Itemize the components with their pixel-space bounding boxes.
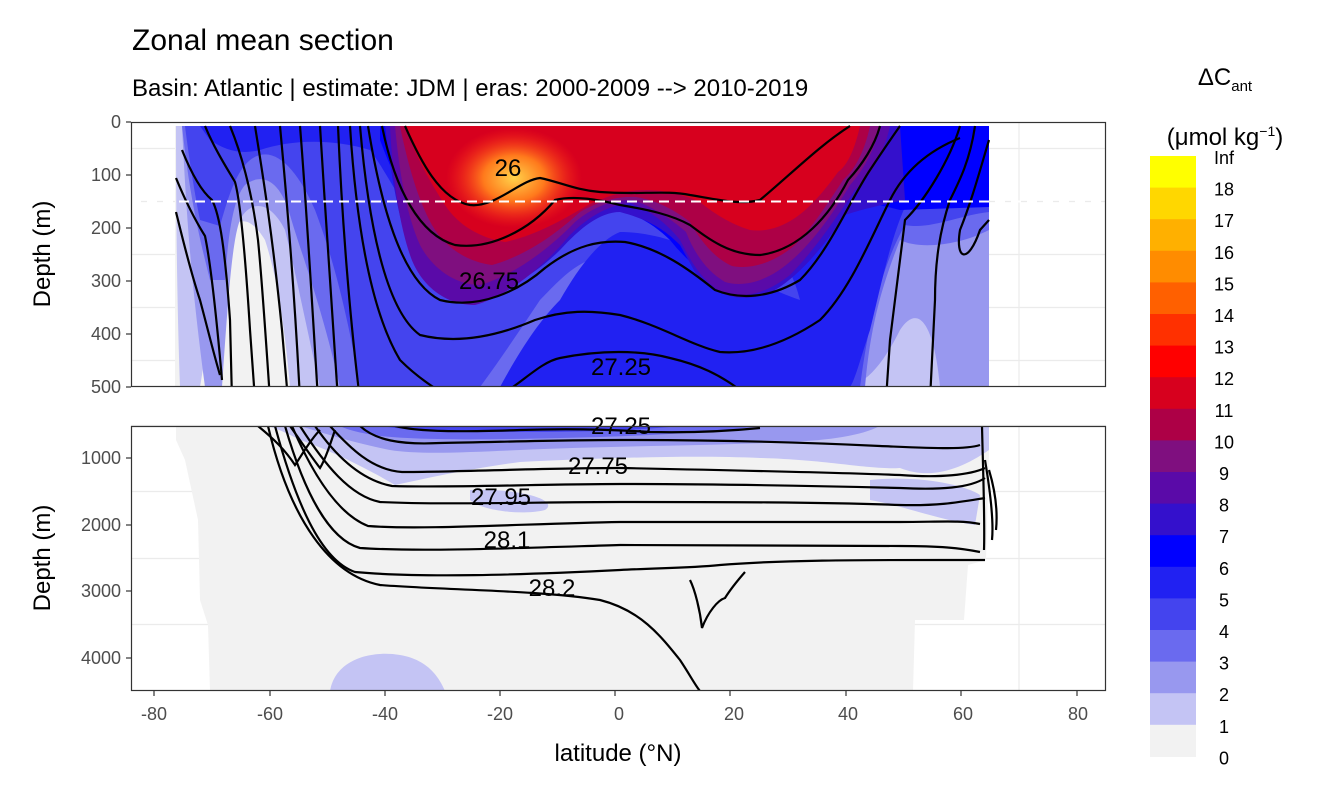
upper-panel: 26 26.75 27.25 — [130, 121, 1107, 388]
legend-swatch — [1150, 345, 1196, 378]
legend-swatch — [1150, 693, 1196, 726]
legend-title: ΔCant (μmol kg−1) — [1150, 56, 1300, 160]
x-tick-label: 20 — [724, 704, 744, 724]
legend-swatch — [1150, 282, 1196, 315]
y-tick-label: 1000 — [81, 448, 121, 468]
legend-swatch — [1150, 440, 1196, 473]
legend-label: 5 — [1219, 590, 1229, 610]
legend-swatch — [1150, 187, 1196, 220]
y-tick-label: 0 — [111, 112, 121, 132]
lower-panel-border — [130, 425, 1107, 692]
x-tick-label: 80 — [1068, 704, 1088, 724]
legend-label: 13 — [1214, 338, 1234, 358]
lower-y-axis: 1000 2000 3000 4000 — [81, 448, 131, 668]
legend-label: 14 — [1214, 306, 1234, 326]
upper-y-axis-title: Depth (m) — [29, 201, 56, 308]
y-tick-label: 300 — [91, 271, 121, 291]
x-tick-label: -40 — [372, 704, 398, 724]
legend-swatch — [1150, 219, 1196, 252]
x-axis-title: latitude (°N) — [555, 740, 682, 767]
legend-label: 9 — [1219, 464, 1229, 484]
legend-label: 12 — [1214, 369, 1234, 389]
legend-label: 2 — [1219, 685, 1229, 705]
legend-swatch — [1150, 630, 1196, 663]
contour-label: 26.75 — [459, 268, 519, 295]
legend-label: 0 — [1219, 748, 1229, 768]
upper-contours — [174, 125, 991, 387]
legend-label: 15 — [1214, 274, 1234, 294]
contour-label: 27.95 — [471, 484, 531, 511]
legend-label: 17 — [1214, 211, 1234, 231]
legend-label: Inf — [1214, 148, 1235, 168]
legend-swatch — [1150, 661, 1196, 694]
legend-unit-main: (μmol kg — [1166, 123, 1260, 151]
x-tick-label: -80 — [141, 704, 167, 724]
legend-swatch — [1150, 314, 1196, 347]
x-tick-label: 40 — [838, 704, 858, 724]
y-tick-label: 500 — [91, 377, 121, 397]
legend-title-main: ΔC — [1197, 64, 1232, 91]
legend-swatch — [1150, 566, 1196, 599]
legend-label: 4 — [1219, 622, 1229, 642]
contour-label: 28.1 — [484, 527, 531, 554]
legend-swatch — [1150, 503, 1196, 536]
legend-label: 6 — [1219, 559, 1229, 579]
legend-label: 11 — [1215, 401, 1234, 421]
lower-panel: 27.25 27.75 27.95 28.1 28.2 — [130, 413, 1107, 692]
legend-label: 1 — [1219, 717, 1229, 737]
chart-title: Zonal mean section — [132, 24, 394, 57]
contour-label: 28.2 — [529, 575, 576, 602]
legend-label: 8 — [1219, 496, 1229, 516]
contour-label: 26 — [495, 155, 522, 182]
upper-y-axis: 0 100 200 300 400 500 — [91, 112, 131, 397]
x-tick-label: 0 — [614, 704, 624, 724]
y-tick-label: 200 — [91, 218, 121, 238]
y-tick-label: 2000 — [81, 515, 121, 535]
legend-label: 10 — [1214, 432, 1234, 452]
y-tick-label: 3000 — [81, 581, 121, 601]
x-axis: -80 -60 -40 -20 0 20 40 60 80 — [141, 691, 1088, 724]
legend-label: 18 — [1214, 180, 1234, 200]
lower-y-axis-title: Depth (m) — [29, 505, 56, 612]
legend-swatch — [1150, 408, 1196, 441]
legend-label: 7 — [1219, 527, 1229, 547]
legend-unit-close: ) — [1275, 123, 1284, 151]
x-tick-label: -20 — [487, 704, 513, 724]
legend-swatch — [1150, 598, 1196, 631]
lower-contours — [257, 426, 998, 691]
y-tick-label: 400 — [91, 324, 121, 344]
legend-label: 16 — [1214, 243, 1234, 263]
x-tick-label: -60 — [257, 704, 283, 724]
legend-swatch — [1150, 250, 1196, 283]
legend-swatch — [1150, 724, 1196, 757]
y-tick-label: 100 — [91, 165, 121, 185]
legend-swatch — [1150, 377, 1196, 410]
contour-label: 27.75 — [568, 453, 628, 480]
legend-label: 3 — [1219, 654, 1229, 674]
upper-contour-labels: 26 26.75 27.25 — [459, 155, 651, 381]
legend-title-sub: ant — [1231, 77, 1253, 95]
legend-unit-sup: −1 — [1259, 122, 1276, 139]
lower-field — [176, 426, 989, 691]
lower-contour-labels: 27.25 27.75 27.95 28.1 28.2 — [471, 413, 651, 602]
y-tick-label: 4000 — [81, 648, 121, 668]
chart-subtitle: Basin: Atlantic | estimate: JDM | eras: … — [132, 75, 809, 102]
x-tick-label: 60 — [953, 704, 973, 724]
legend-swatch — [1150, 535, 1196, 568]
contour-label: 27.25 — [591, 354, 651, 381]
legend-swatch — [1150, 156, 1196, 189]
legend-swatch — [1150, 472, 1196, 505]
upper-panel-border — [130, 121, 1107, 388]
